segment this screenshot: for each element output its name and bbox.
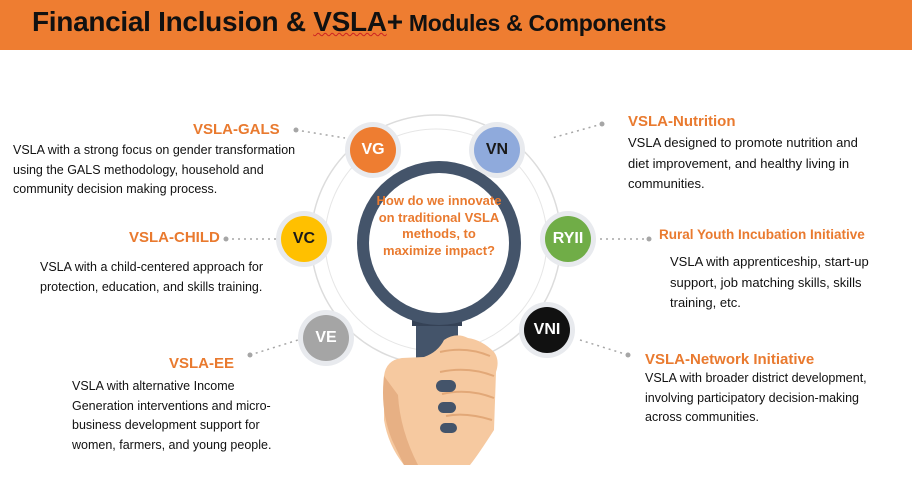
- desc-vsla-nutrition: VSLA designed to promote nutrition and d…: [628, 135, 858, 191]
- heading-vsla-ee: VSLA-EE: [169, 355, 235, 372]
- heading-vsla-gals: VSLA-GALS: [193, 121, 280, 138]
- badge-label-vg: VG: [361, 141, 385, 158]
- heading-rural-youth: Rural Youth Incubation Initiative: [659, 227, 865, 242]
- badge-ve: [298, 310, 354, 366]
- heading-vsla-nutrition: VSLA-Nutrition: [628, 113, 736, 130]
- desc-vsla-ee: VSLA with alternative Income Generation …: [72, 379, 272, 452]
- badge-ryii: [540, 211, 596, 267]
- badge-vc: [276, 211, 332, 267]
- desc-vsla-child: VSLA with a child-centered approach for …: [40, 260, 264, 294]
- badge-label-vni: VNI: [533, 321, 561, 338]
- badge-label-vn: VN: [485, 141, 509, 158]
- heading-vsla-network: VSLA-Network Initiative: [645, 351, 815, 368]
- desc-vsla-gals: VSLA with a strong focus on gender trans…: [13, 143, 296, 196]
- heading-vsla-child: VSLA-CHILD: [129, 229, 220, 246]
- connector-lines: [226, 123, 649, 356]
- badge-vg: [345, 122, 401, 178]
- title-vsla: VSLA: [313, 6, 387, 37]
- magnifying-glass-icon: [357, 161, 521, 367]
- connector-dots: [223, 121, 652, 358]
- center-question: How do we innovate on traditional VSLA m…: [376, 193, 502, 258]
- badge-label-ryii: RYII: [552, 230, 584, 247]
- badge-vn: [469, 122, 525, 178]
- desc-vsla-network: VSLA with broader district development, …: [645, 371, 867, 424]
- badge-label-vc: VC: [292, 230, 316, 247]
- badge-vni: [519, 302, 575, 358]
- desc-rural-youth: VSLA with apprenticeship, start-up suppo…: [670, 254, 869, 310]
- header-bar: Financial Inclusion & VSLA+ Modules & Co…: [0, 0, 912, 50]
- page-title: Financial Inclusion & VSLA+ Modules & Co…: [32, 6, 667, 37]
- badge-label-ve: VE: [315, 329, 337, 346]
- hand-icon: [383, 335, 498, 465]
